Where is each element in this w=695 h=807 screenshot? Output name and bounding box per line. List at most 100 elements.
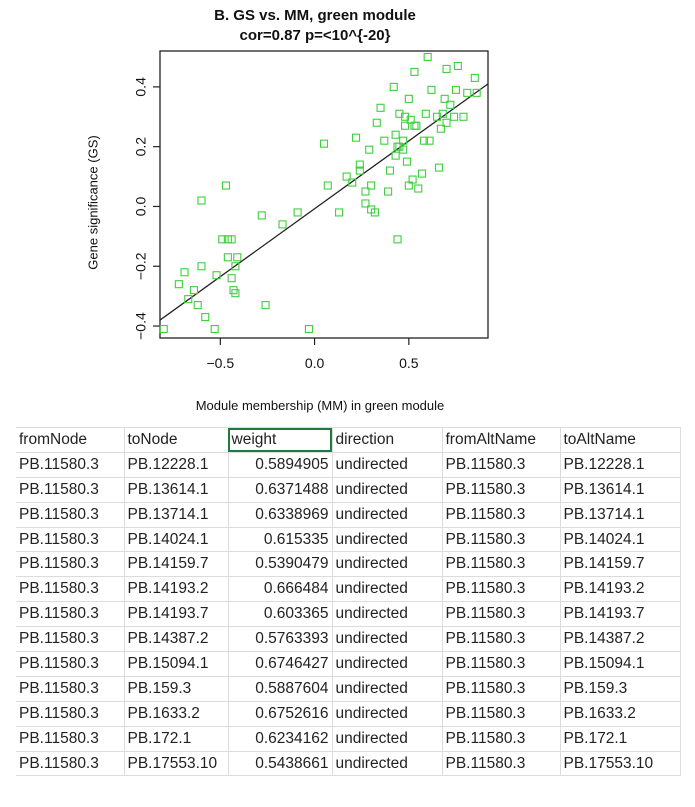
cell-toaltname[interactable]: PB.14193.2: [559, 576, 681, 603]
cell-direction[interactable]: undirected: [331, 551, 443, 578]
cell-tonode[interactable]: PB.17553.10: [123, 750, 229, 777]
cell-tonode[interactable]: PB.1633.2: [123, 700, 229, 727]
cell-tonode[interactable]: PB.14387.2: [123, 626, 229, 653]
cell-weight[interactable]: 0.5438661: [227, 750, 333, 777]
y-tick-label: 0.0: [133, 197, 149, 217]
data-point: [451, 85, 461, 94]
cell-weight[interactable]: 0.5887604: [227, 675, 333, 702]
data-point: [436, 124, 445, 133]
cell-fromaltname[interactable]: PB.11580.3: [441, 601, 561, 628]
cell-weight[interactable]: 0.6371488: [227, 476, 333, 503]
cell-weight[interactable]: 0.603365: [227, 601, 333, 628]
cell-fromnode[interactable]: PB.11580.3: [16, 651, 125, 677]
cell-direction[interactable]: undirected: [331, 451, 443, 478]
column-header-fromnode[interactable]: fromNode: [16, 427, 125, 453]
cell-fromaltname[interactable]: PB.11580.3: [441, 675, 561, 702]
data-point: [361, 199, 370, 208]
cell-fromaltname[interactable]: PB.11580.3: [441, 750, 561, 777]
cell-toaltname[interactable]: PB.159.3: [559, 675, 681, 702]
cell-tonode[interactable]: PB.14193.7: [123, 601, 229, 628]
cell-weight[interactable]: 0.5894905: [227, 451, 333, 478]
column-header-tonode[interactable]: toNode: [123, 427, 229, 453]
cell-tonode[interactable]: PB.12228.1: [123, 451, 229, 478]
cell-weight[interactable]: 0.6234162: [227, 725, 333, 752]
column-header-toaltname[interactable]: toAltName: [559, 427, 681, 453]
data-point: [193, 301, 202, 310]
cell-fromaltname[interactable]: PB.11580.3: [441, 725, 561, 752]
cell-toaltname[interactable]: PB.15094.1: [559, 651, 681, 677]
cell-fromaltname[interactable]: PB.11580.3: [441, 526, 561, 553]
cell-direction[interactable]: undirected: [331, 576, 443, 603]
column-header-weight[interactable]: weight: [227, 427, 333, 453]
cell-toaltname[interactable]: PB.14193.7: [559, 601, 681, 628]
cell-weight[interactable]: 0.6338969: [227, 501, 333, 528]
data-point: [459, 112, 468, 121]
cell-fromnode[interactable]: PB.11580.3: [16, 675, 125, 702]
cell-fromaltname[interactable]: PB.11580.3: [441, 476, 561, 503]
cell-fromaltname[interactable]: PB.11580.3: [441, 651, 561, 677]
cell-fromnode[interactable]: PB.11580.3: [16, 626, 125, 653]
cell-fromaltname[interactable]: PB.11580.3: [441, 551, 561, 578]
cell-tonode[interactable]: PB.159.3: [123, 675, 229, 702]
cell-direction[interactable]: undirected: [331, 700, 443, 727]
cell-direction[interactable]: undirected: [331, 725, 443, 752]
data-table: fromNode toNode weight direction fromAltName…: [16, 427, 681, 777]
data-point: [180, 268, 189, 277]
table-row: PB.11580.3 PB.13614.1 0.6371488 undirected P…: [16, 476, 681, 503]
cell-direction[interactable]: undirected: [331, 626, 443, 653]
cell-tonode[interactable]: PB.14159.7: [123, 551, 229, 578]
cell-toaltname[interactable]: PB.14024.1: [559, 526, 681, 553]
cell-tonode[interactable]: PB.15094.1: [123, 651, 229, 677]
cell-fromaltname[interactable]: PB.11580.3: [441, 451, 561, 478]
cell-tonode[interactable]: PB.14193.2: [123, 576, 229, 603]
cell-fromnode[interactable]: PB.11580.3: [16, 476, 125, 503]
cell-tonode[interactable]: PB.172.1: [123, 725, 229, 752]
cell-fromnode[interactable]: PB.11580.3: [16, 551, 125, 578]
cell-toaltname[interactable]: PB.172.1: [559, 725, 681, 752]
cell-toaltname[interactable]: PB.1633.2: [559, 700, 681, 727]
cell-fromnode[interactable]: PB.11580.3: [16, 601, 125, 628]
cell-toaltname[interactable]: PB.12228.1: [559, 451, 681, 478]
column-header-direction[interactable]: direction: [331, 427, 443, 453]
data-point: [201, 313, 210, 322]
data-point: [221, 181, 231, 190]
column-header-fromaltname[interactable]: fromAltName: [441, 427, 561, 453]
cell-tonode[interactable]: PB.14024.1: [123, 526, 229, 553]
cell-toaltname[interactable]: PB.14159.7: [559, 551, 681, 578]
cell-weight[interactable]: 0.5763393: [227, 626, 333, 653]
cell-toaltname[interactable]: PB.14387.2: [559, 626, 681, 653]
cell-direction[interactable]: undirected: [331, 675, 443, 702]
cell-toaltname[interactable]: PB.17553.10: [559, 750, 681, 777]
cell-direction[interactable]: undirected: [331, 476, 443, 503]
cell-weight[interactable]: 0.615335: [227, 526, 333, 553]
cell-tonode[interactable]: PB.13714.1: [123, 501, 229, 528]
cell-weight[interactable]: 0.6752616: [227, 700, 333, 727]
data-point: [319, 139, 329, 148]
cell-direction[interactable]: undirected: [331, 750, 443, 777]
cell-tonode[interactable]: PB.13614.1: [123, 476, 229, 503]
data-point: [393, 235, 402, 244]
cell-fromnode[interactable]: PB.11580.3: [16, 700, 125, 727]
cell-toaltname[interactable]: PB.13714.1: [559, 501, 681, 528]
cell-fromaltname[interactable]: PB.11580.3: [441, 700, 561, 727]
cell-toaltname[interactable]: PB.13614.1: [559, 476, 681, 503]
cell-fromnode[interactable]: PB.11580.3: [16, 576, 125, 603]
cell-fromnode[interactable]: PB.11580.3: [16, 526, 125, 553]
cell-weight[interactable]: 0.5390479: [227, 551, 333, 578]
cell-fromnode[interactable]: PB.11580.3: [16, 750, 125, 777]
data-point: [442, 118, 451, 127]
data-point: [376, 103, 385, 112]
cell-direction[interactable]: undirected: [331, 651, 443, 677]
cell-weight[interactable]: 0.666484: [227, 576, 333, 603]
cell-direction[interactable]: undirected: [331, 501, 443, 528]
cell-direction[interactable]: undirected: [331, 601, 443, 628]
cell-fromnode[interactable]: PB.11580.3: [16, 501, 125, 528]
cell-fromaltname[interactable]: PB.11580.3: [441, 576, 561, 603]
cell-direction[interactable]: undirected: [331, 526, 443, 553]
y-tick-label: 0.2: [133, 137, 149, 157]
cell-fromnode[interactable]: PB.11580.3: [16, 725, 125, 752]
cell-fromnode[interactable]: PB.11580.3: [16, 451, 125, 478]
cell-fromaltname[interactable]: PB.11580.3: [441, 501, 561, 528]
cell-weight[interactable]: 0.6746427: [227, 651, 333, 677]
cell-fromaltname[interactable]: PB.11580.3: [441, 626, 561, 653]
